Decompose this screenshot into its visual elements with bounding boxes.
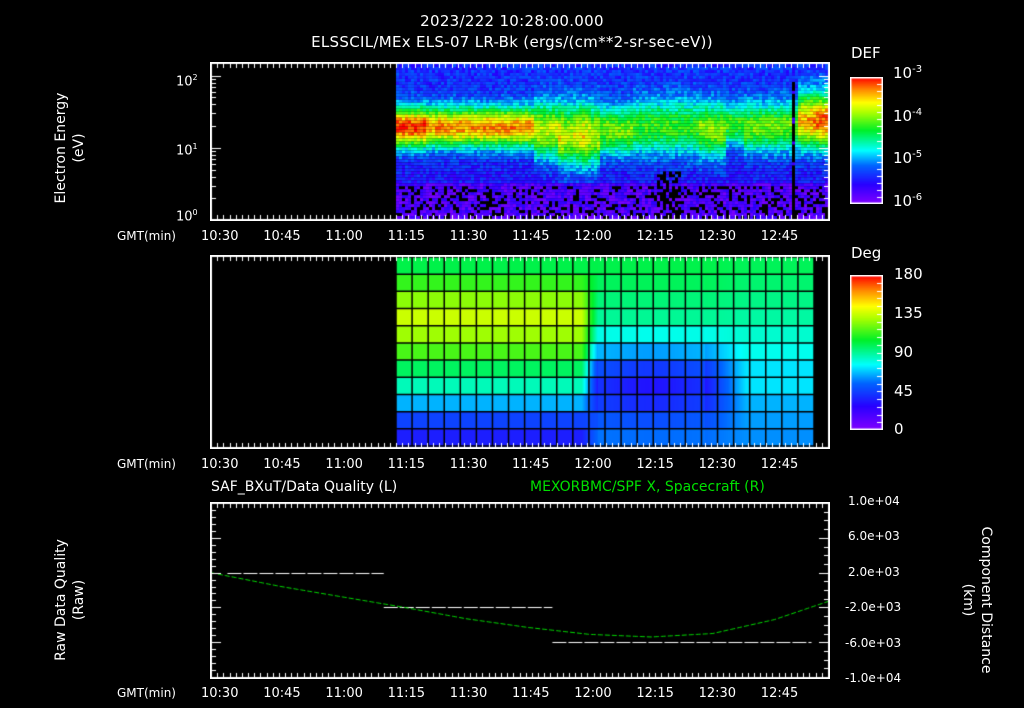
deg-colorbar-tick-45: 45 [894,382,914,400]
def-colorbar-tick-1e-6: 10-6 [893,192,923,210]
time-tick-label: 11:15 [387,457,426,472]
time-tick-label: 11:30 [449,686,488,701]
time-tick-label: 11:00 [325,229,363,244]
panel3-right-yunit-text: (km) [960,583,976,617]
time-tick-label: 11:30 [449,229,488,244]
time-tick-label: 10:45 [263,457,301,472]
right-ytick-label: 6.0e+03 [848,529,900,544]
right-ytick-label: -1.0e+04 [845,671,902,685]
degree-colorbar [850,275,883,430]
time-tick-label: 12:45 [760,229,799,244]
panel1-ylabel: Electron Energy (eV) [52,68,88,228]
def-colorbar-tick-1e-3: 10-3 [893,64,923,82]
time-tick-label: 11:15 [387,229,426,244]
panel1-ylabel-text: Electron Energy [53,92,69,204]
right-ytick-label: 2.0e+03 [848,564,900,579]
panel3-left-yunit-text: (Raw) [71,579,87,621]
time-tick-label: 10:30 [201,686,239,701]
pitch-angle-heatmap [210,255,830,449]
deg-colorbar-tick-135: 135 [894,304,923,322]
panel3-right-ylabel: Component Distance (km) [959,510,995,690]
data-quality-and-position-plot [210,502,830,679]
panel1-colorbar-title: DEF [851,44,881,62]
time-tick-label: 10:45 [263,229,301,244]
right-ytick-label: -6.0e+03 [845,635,902,650]
plot-timestamp: 2023/222 10:28:00.000 [420,12,604,30]
time-tick-label: 10:30 [201,457,239,472]
time-tick-label: 12:30 [698,457,737,472]
time-tick-label: 12:30 [698,686,737,701]
time-tick-label: 11:00 [325,686,363,701]
time-tick-label: 12:00 [574,686,612,701]
energy-spectrogram [210,62,830,221]
deg-colorbar-tick-90: 90 [894,343,914,361]
panel1-yunit-text: (eV) [71,133,87,163]
time-tick-label: 12:00 [574,457,612,472]
time-tick-label: 11:00 [325,457,363,472]
time-tick-label: 12:15 [636,229,674,244]
time-tick-label: 12:30 [698,229,737,244]
time-tick-label: 11:45 [512,686,550,701]
time-tick-label: 12:15 [636,457,674,472]
time-tick-label: 12:45 [760,686,799,701]
panel3-right-title: MEXORBMC/SPF X, Spacecraft (R) [530,479,765,495]
panel3-left-ylabel: Raw Data Quality (Raw) [52,520,88,680]
panel2-time-axis-label: GMT(min) [117,457,176,471]
time-tick-label: 11:45 [512,457,550,472]
panel1-ytick-1: 100 [176,208,198,225]
time-tick-label: 11:15 [387,686,426,701]
plot-title: ELSSCIL/MEx ELS-07 LR-Bk (ergs/(cm**2-sr… [311,33,713,51]
def-colorbar [850,77,883,204]
time-tick-label: 10:45 [263,686,301,701]
deg-colorbar-tick-0: 0 [894,420,904,438]
def-colorbar-tick-1e-5: 10-5 [893,149,923,167]
time-tick-label: 12:00 [574,229,612,244]
panel1-ytick-10: 101 [176,142,198,159]
panel3-right-ylabel-text: Component Distance [978,526,994,674]
time-tick-label: 10:30 [201,229,239,244]
right-ytick-label: -2.0e+03 [845,600,902,615]
def-colorbar-tick-1e-4: 10-4 [893,107,923,125]
time-tick-label: 12:45 [760,457,799,472]
right-ytick-label: 1.0e+04 [848,494,900,508]
panel3-time-axis-label: GMT(min) [117,686,176,700]
panel1-ytick-100: 102 [176,73,198,90]
deg-colorbar-tick-180: 180 [894,265,923,283]
panel3-left-ylabel-text: Raw Data Quality [53,539,69,661]
panel1-time-axis-label: GMT(min) [117,229,176,243]
panel3-left-title: SAF_BXuT/Data Quality (L) [211,479,398,495]
time-tick-label: 11:45 [512,229,550,244]
time-tick-label: 11:30 [449,457,488,472]
panel2-colorbar-title: Deg [851,244,882,262]
time-tick-label: 12:15 [636,686,674,701]
